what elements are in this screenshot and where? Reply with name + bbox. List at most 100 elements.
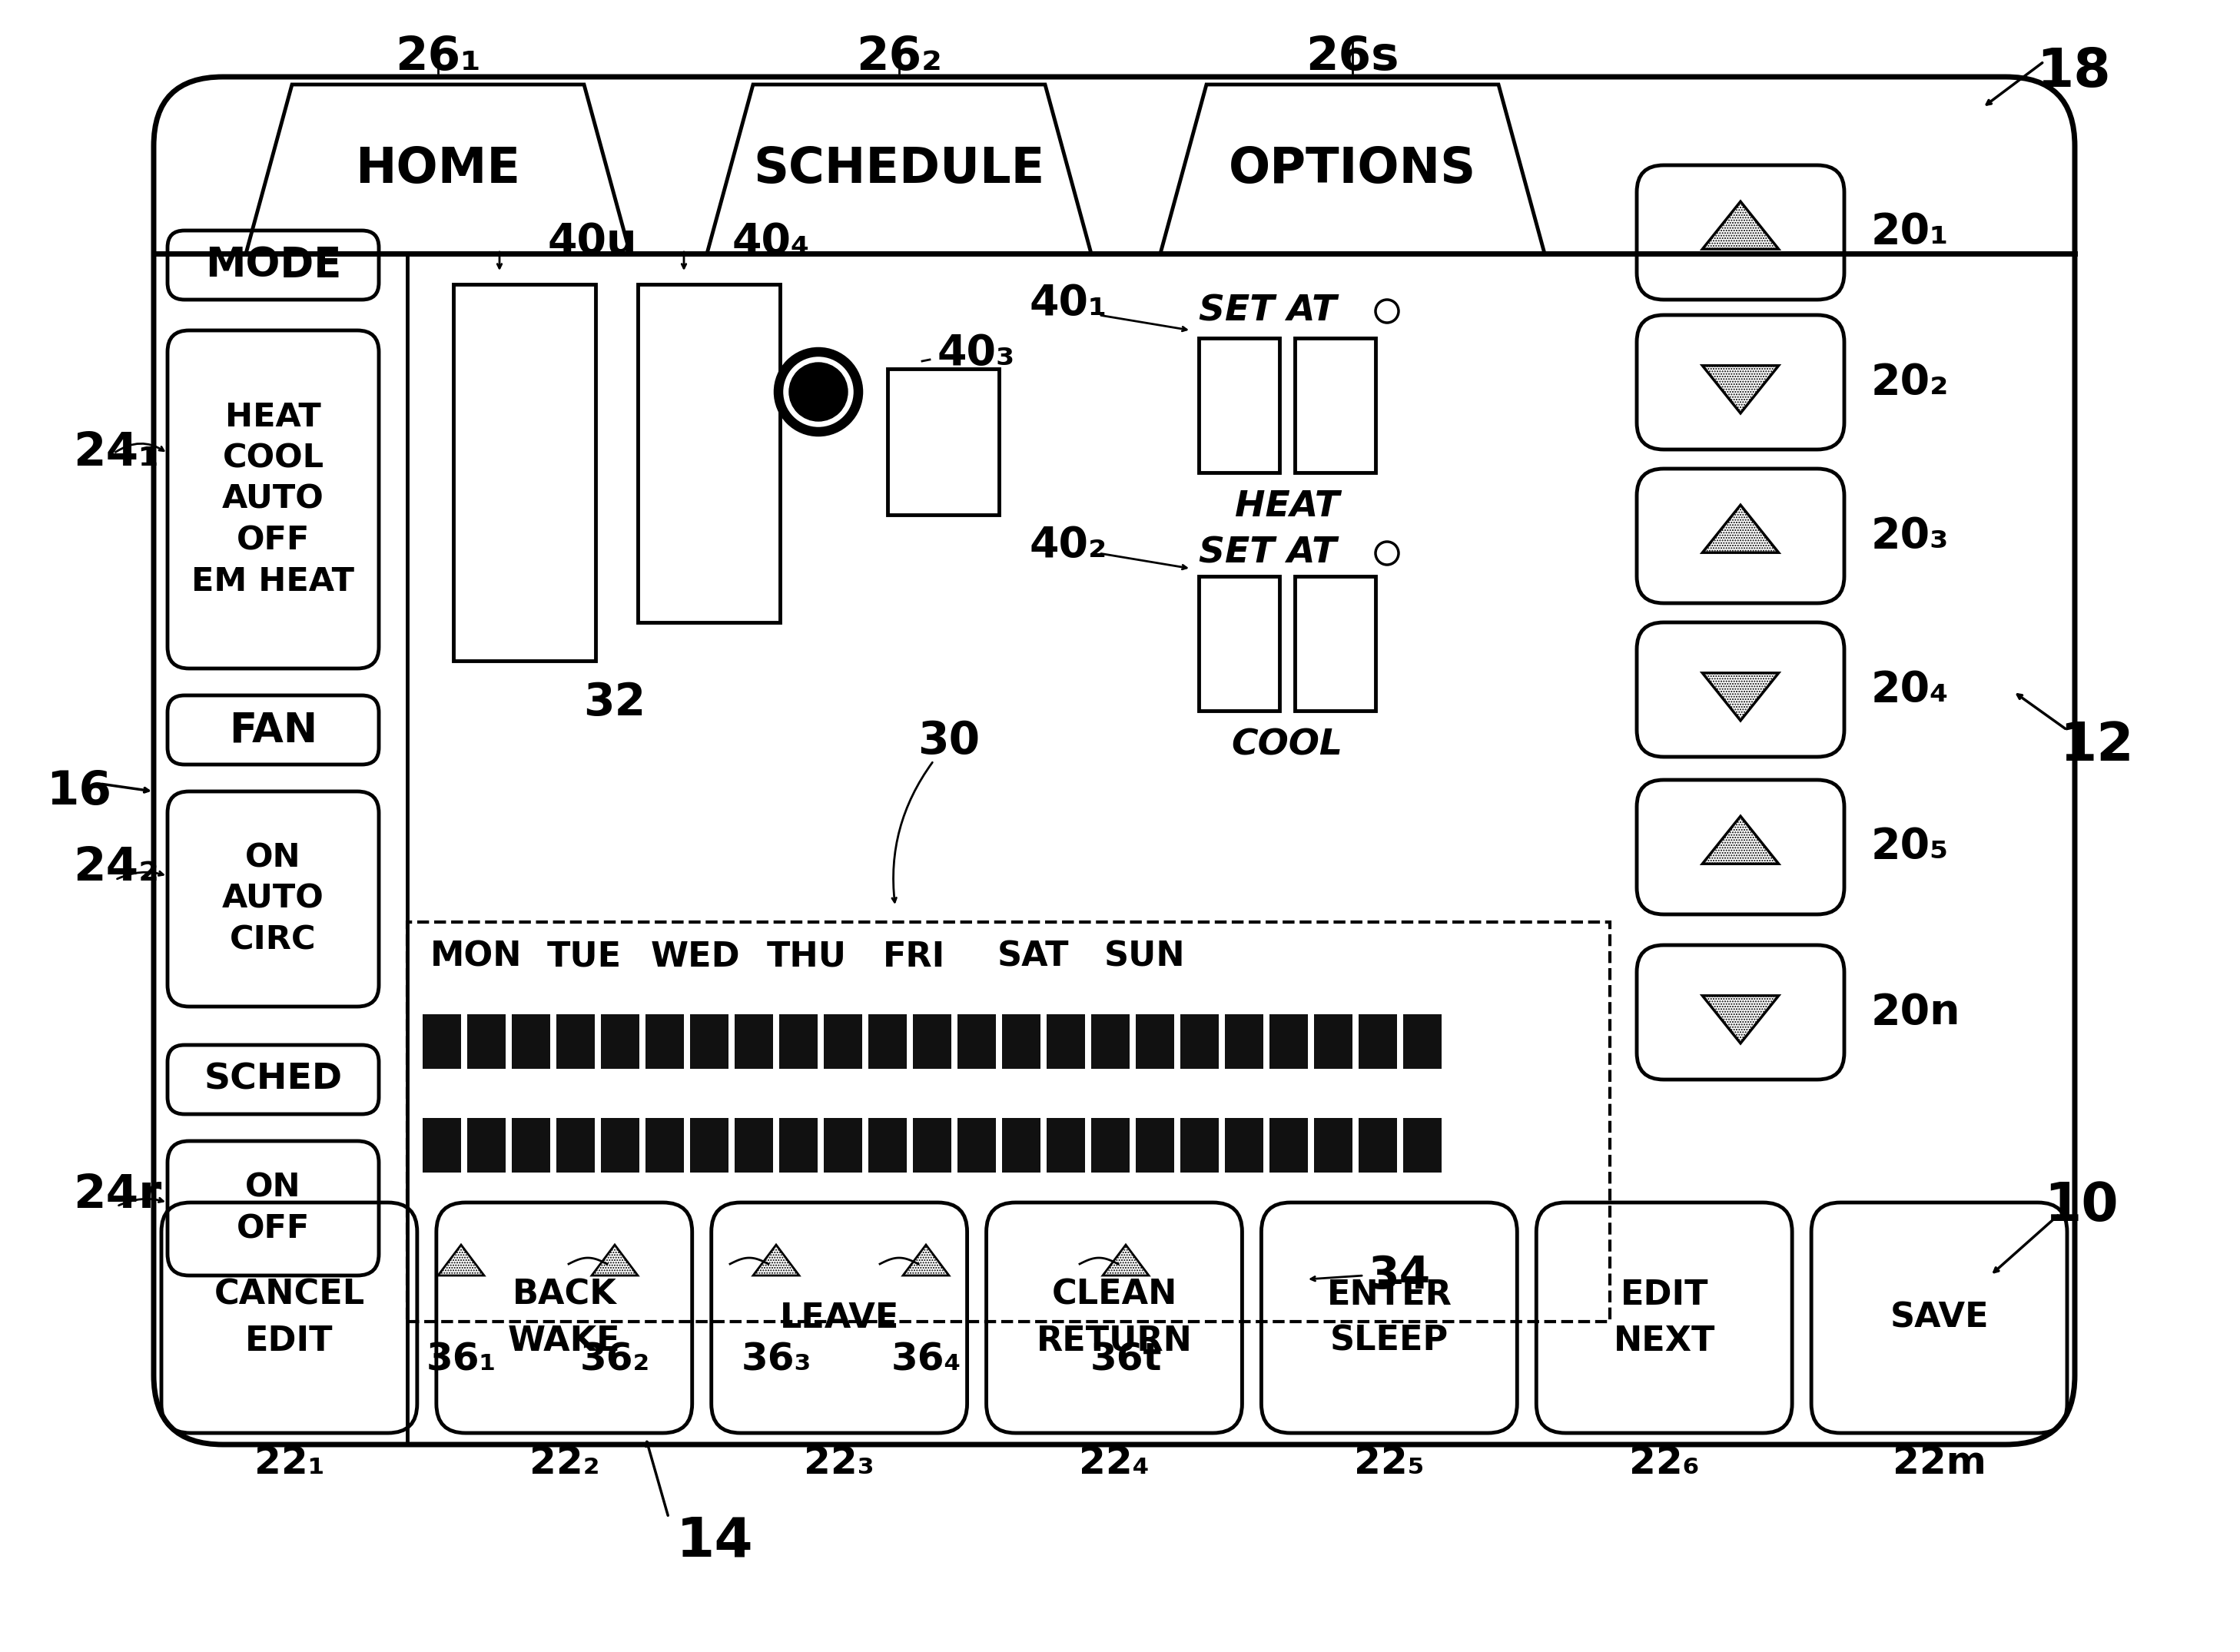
Text: 8: 8	[1225, 1014, 1263, 1069]
Polygon shape	[1702, 996, 1779, 1044]
Text: 8: 8	[1001, 1014, 1042, 1069]
Text: 22₆: 22₆	[1628, 1444, 1700, 1482]
Text: 8: 8	[556, 1118, 596, 1173]
Text: 8: 8	[1091, 1118, 1129, 1173]
Text: 8: 8	[1046, 1118, 1084, 1173]
Text: 20n: 20n	[1870, 991, 1960, 1032]
Text: HEAT: HEAT	[1234, 491, 1340, 524]
Text: 36₁: 36₁	[426, 1341, 497, 1378]
Text: 22₁: 22₁	[253, 1444, 325, 1482]
Text: 32: 32	[585, 681, 645, 725]
Text: 8: 8	[1402, 1118, 1443, 1173]
Text: 26₂: 26₂	[856, 35, 943, 79]
Text: HOME: HOME	[356, 145, 520, 193]
Text: SET AT: SET AT	[1198, 294, 1337, 329]
Text: 8: 8	[780, 1014, 818, 1069]
Text: OPTIONS: OPTIONS	[1230, 145, 1476, 193]
Bar	[638, 284, 780, 623]
Polygon shape	[1702, 506, 1779, 553]
Bar	[887, 368, 999, 515]
Text: 8: 8	[869, 1014, 907, 1069]
Text: HEAT
COOL
AUTO
OFF
EM HEAT: HEAT COOL AUTO OFF EM HEAT	[193, 401, 354, 598]
Text: SAVE: SAVE	[1891, 1302, 1989, 1335]
Text: 22₄: 22₄	[1080, 1444, 1149, 1482]
Text: 20₂: 20₂	[1870, 362, 1949, 403]
Text: 8: 8	[468, 1014, 506, 1069]
Text: MODE: MODE	[206, 244, 340, 286]
Polygon shape	[903, 1244, 950, 1275]
Text: ON
AUTO
CIRC: ON AUTO CIRC	[222, 843, 325, 957]
Text: 8: 8	[1136, 1014, 1174, 1069]
Polygon shape	[439, 1244, 484, 1275]
Text: COOL: COOL	[1232, 729, 1342, 763]
Bar	[1295, 339, 1375, 472]
Text: 8: 8	[735, 1014, 773, 1069]
Text: 24₁: 24₁	[74, 431, 159, 476]
Text: 8: 8	[735, 1118, 773, 1173]
Text: 8: 8	[423, 1014, 461, 1069]
Text: 8: 8	[1402, 1014, 1443, 1069]
Polygon shape	[753, 1244, 800, 1275]
Text: 8: 8	[1001, 1118, 1042, 1173]
Text: 40₄: 40₄	[732, 221, 811, 263]
Text: 12: 12	[2059, 720, 2135, 771]
Text: 8: 8	[511, 1014, 551, 1069]
Text: 34: 34	[1369, 1254, 1431, 1297]
Text: 8: 8	[511, 1118, 551, 1173]
Text: 8: 8	[1091, 1014, 1129, 1069]
Polygon shape	[1702, 672, 1779, 720]
Text: SCHEDULE: SCHEDULE	[753, 145, 1044, 193]
Text: 40u: 40u	[547, 221, 636, 263]
Text: 10: 10	[2045, 1181, 2119, 1232]
Text: 8: 8	[824, 1118, 862, 1173]
Text: 8: 8	[1315, 1118, 1353, 1173]
Text: CANCEL
EDIT: CANCEL EDIT	[213, 1279, 365, 1358]
Polygon shape	[1102, 1244, 1149, 1275]
Text: 8: 8	[824, 1014, 862, 1069]
Text: FAN: FAN	[228, 710, 318, 750]
Text: BACK
WAKE: BACK WAKE	[508, 1279, 620, 1358]
Text: TUE: TUE	[547, 940, 620, 973]
Text: 8: 8	[1270, 1014, 1308, 1069]
Text: 8: 8	[1136, 1118, 1174, 1173]
Text: 8: 8	[556, 1014, 596, 1069]
Text: 8: 8	[1225, 1118, 1263, 1173]
Text: 8: 8	[690, 1118, 728, 1173]
Text: FRI: FRI	[883, 940, 945, 973]
Text: MON: MON	[430, 940, 522, 973]
Text: 8: 8	[914, 1118, 952, 1173]
Text: 36₄: 36₄	[892, 1341, 961, 1378]
Text: 8: 8	[1315, 1014, 1353, 1069]
Text: 20₃: 20₃	[1870, 515, 1949, 557]
Text: ENTER
SLEEP: ENTER SLEEP	[1326, 1279, 1452, 1358]
Text: 8: 8	[645, 1118, 683, 1173]
Bar	[1198, 339, 1279, 472]
Polygon shape	[1702, 365, 1779, 413]
Text: 40₃: 40₃	[939, 332, 1015, 375]
Circle shape	[788, 363, 847, 421]
Text: 36₂: 36₂	[580, 1341, 650, 1378]
Text: 14: 14	[676, 1515, 753, 1568]
Bar	[1295, 577, 1375, 710]
Text: CLEAN
RETURN: CLEAN RETURN	[1037, 1279, 1192, 1358]
Text: 8: 8	[600, 1118, 641, 1173]
Text: 26s: 26s	[1306, 35, 1400, 79]
Bar	[408, 922, 1611, 1322]
Text: 8: 8	[1180, 1118, 1219, 1173]
Text: 40₂: 40₂	[1028, 525, 1107, 567]
Text: 36₃: 36₃	[741, 1341, 811, 1378]
Text: 22₂: 22₂	[529, 1444, 600, 1482]
Text: 18: 18	[2036, 46, 2110, 97]
Text: SET AT: SET AT	[1198, 535, 1337, 570]
Text: 8: 8	[780, 1118, 818, 1173]
Text: 22m: 22m	[1893, 1444, 1987, 1482]
Text: 20₁: 20₁	[1870, 211, 1949, 253]
Text: 8: 8	[956, 1118, 997, 1173]
Text: 20₅: 20₅	[1870, 826, 1949, 867]
Bar	[1198, 577, 1279, 710]
Text: 16: 16	[47, 768, 112, 814]
Text: 40₁: 40₁	[1028, 282, 1107, 324]
Polygon shape	[591, 1244, 638, 1275]
Bar	[452, 284, 596, 661]
Text: 8: 8	[690, 1014, 728, 1069]
